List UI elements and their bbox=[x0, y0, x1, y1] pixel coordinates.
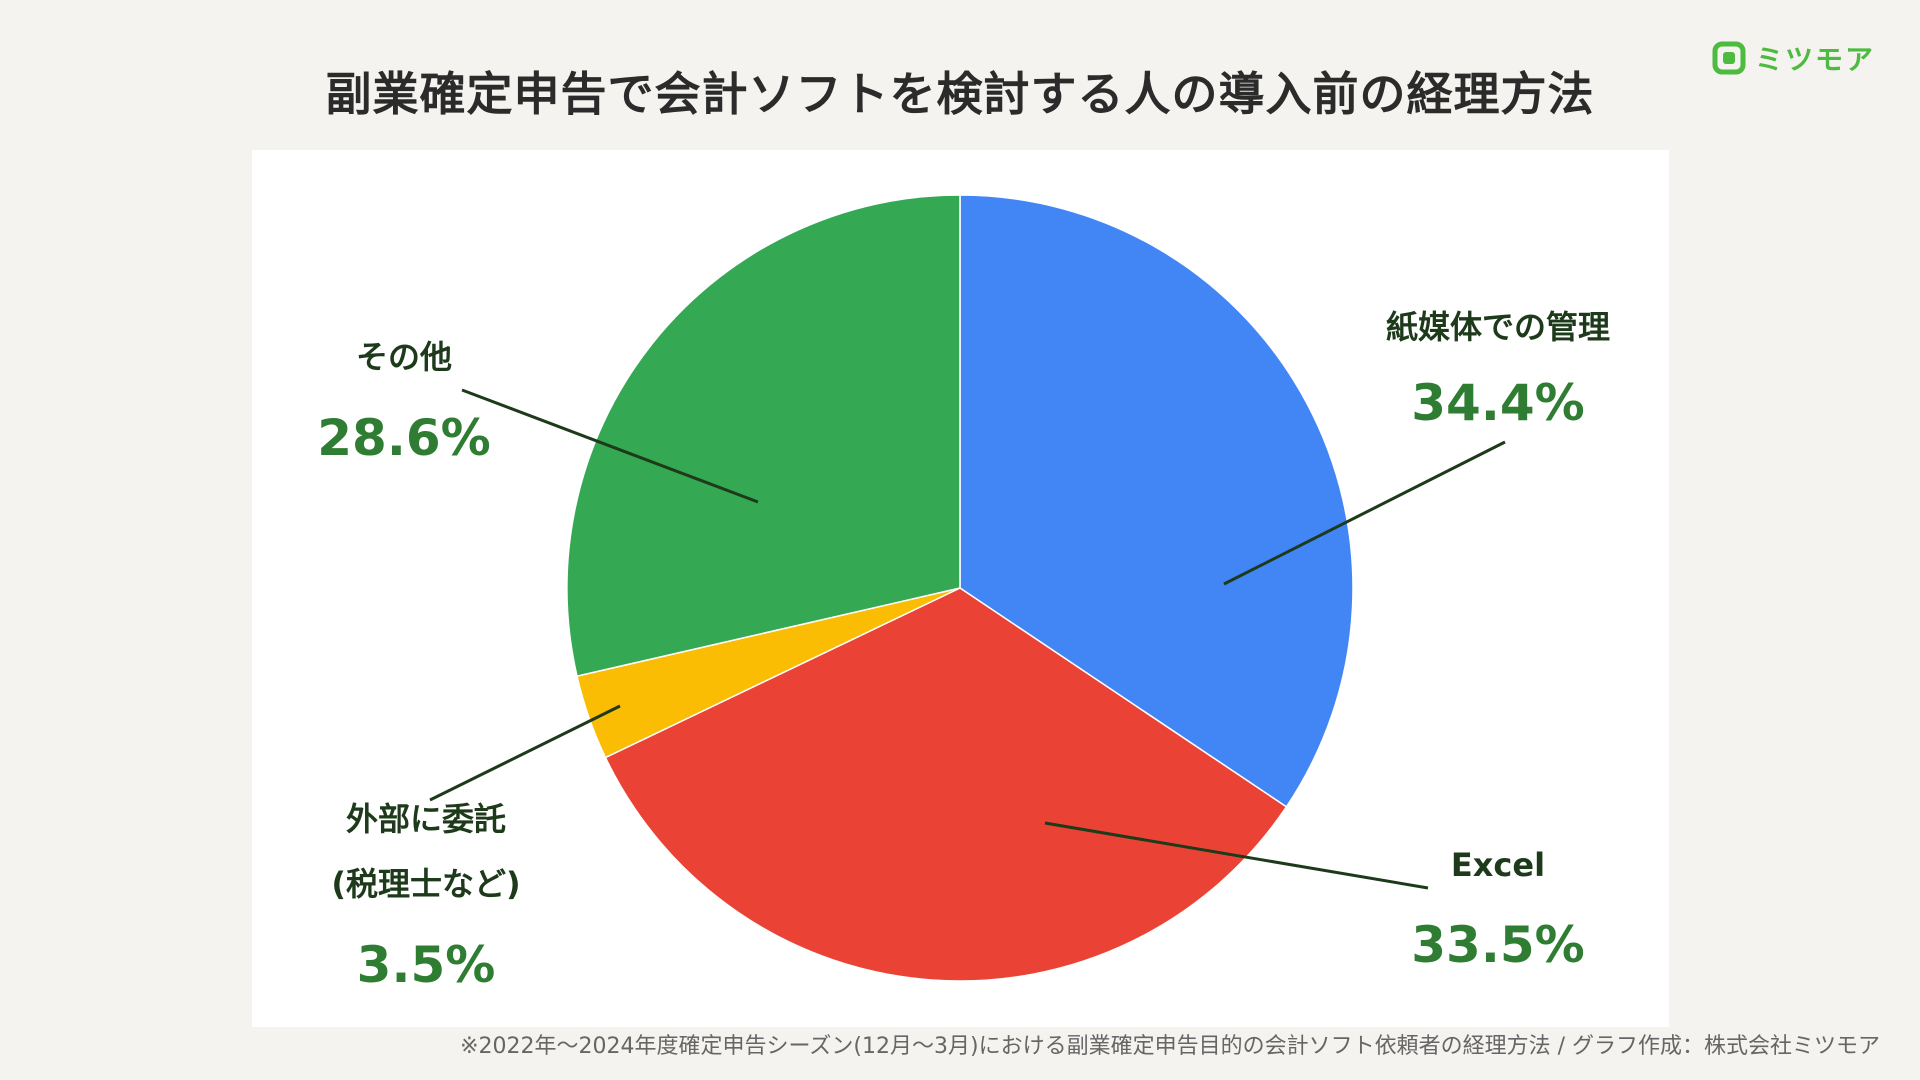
pie-slice-1 bbox=[604, 587, 1288, 982]
slice-label-0: 紙媒体での管理 bbox=[1386, 308, 1610, 346]
pie-slice-0 bbox=[959, 194, 1354, 808]
logo: ミツモア bbox=[1711, 38, 1875, 78]
slice-value-3: 28.6% bbox=[317, 409, 490, 467]
pie-slice-3 bbox=[566, 194, 961, 678]
leader-line-1 bbox=[1044, 821, 1429, 890]
leader-line-2 bbox=[429, 704, 621, 802]
footnote: ※2022年〜2024年度確定申告シーズン(12月〜3月)における副業確定申告目… bbox=[460, 1034, 1880, 1059]
slice-value-0: 34.4% bbox=[1411, 374, 1584, 432]
slice-value-1: 33.5% bbox=[1411, 916, 1584, 974]
page-title: 副業確定申告で会計ソフトを検討する人の導入前の経理方法 bbox=[325, 67, 1595, 121]
slice-label-2-line2: (税理士など) bbox=[331, 865, 520, 903]
slice-label-1: Excel bbox=[1451, 846, 1545, 884]
mitsumore-logo-icon bbox=[1712, 41, 1746, 75]
slice-label-3: その他 bbox=[356, 338, 452, 376]
logo-text: ミツモア bbox=[1754, 43, 1875, 76]
leader-line-3 bbox=[461, 388, 759, 504]
slice-label-2: 外部に委託 bbox=[346, 800, 506, 838]
slice-value-2: 3.5% bbox=[357, 936, 496, 994]
leader-line-0 bbox=[1223, 440, 1506, 586]
